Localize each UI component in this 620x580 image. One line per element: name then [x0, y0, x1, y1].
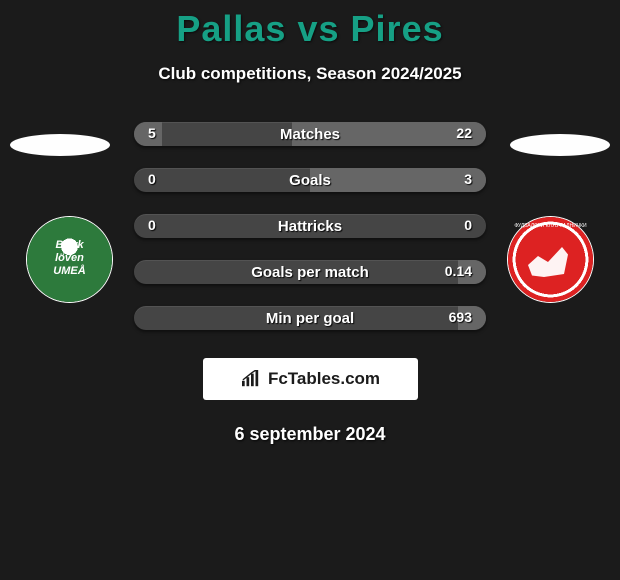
stat-label: Goals	[289, 172, 331, 189]
stat-label: Matches	[280, 126, 340, 143]
stat-rows: 5 Matches 22 0 Goals 3 0 Hattricks 0 Goals per ma…	[134, 122, 486, 352]
comparison-title: Pallas vs Pires	[0, 8, 620, 50]
stat-row: 0 Goals 3	[134, 168, 486, 192]
comparison-card: Pallas vs Pires Club competitions, Seaso…	[0, 0, 620, 445]
vs-label: vs	[297, 8, 339, 49]
club-a-logo	[27, 217, 112, 302]
brand-badge[interactable]: FcTables.com	[203, 358, 418, 400]
stat-row: Goals per match 0.14	[134, 260, 486, 284]
brand-text: FcTables.com	[268, 369, 380, 389]
stat-value-right: 0.14	[445, 263, 472, 279]
stat-row: Min per goal 693	[134, 306, 486, 330]
stat-value-left: 5	[148, 125, 156, 141]
stat-value-left: 0	[148, 171, 156, 187]
stat-value-right: 3	[464, 171, 472, 187]
player-a-photo-placeholder	[10, 134, 110, 156]
stat-value-left: 0	[148, 217, 156, 233]
stat-value-right: 0	[464, 217, 472, 233]
stat-label: Goals per match	[251, 264, 369, 281]
stat-label: Hattricks	[278, 218, 342, 235]
stat-value-right: 693	[449, 309, 472, 325]
player-b-photo-placeholder	[510, 134, 610, 156]
stats-area: 5 Matches 22 0 Goals 3 0 Hattricks 0 Goals per ma…	[0, 122, 620, 352]
stat-row: 0 Hattricks 0	[134, 214, 486, 238]
stat-value-right: 22	[456, 125, 472, 141]
stat-row: 5 Matches 22	[134, 122, 486, 146]
date-label: 6 september 2024	[0, 424, 620, 445]
player-a-name: Pallas	[176, 8, 286, 49]
subtitle: Club competitions, Season 2024/2025	[0, 64, 620, 84]
club-b-logo	[508, 217, 593, 302]
player-b-name: Pires	[351, 8, 444, 49]
stat-label: Min per goal	[266, 310, 354, 327]
bar-chart-icon	[240, 370, 262, 388]
stat-bar-right	[310, 168, 486, 192]
